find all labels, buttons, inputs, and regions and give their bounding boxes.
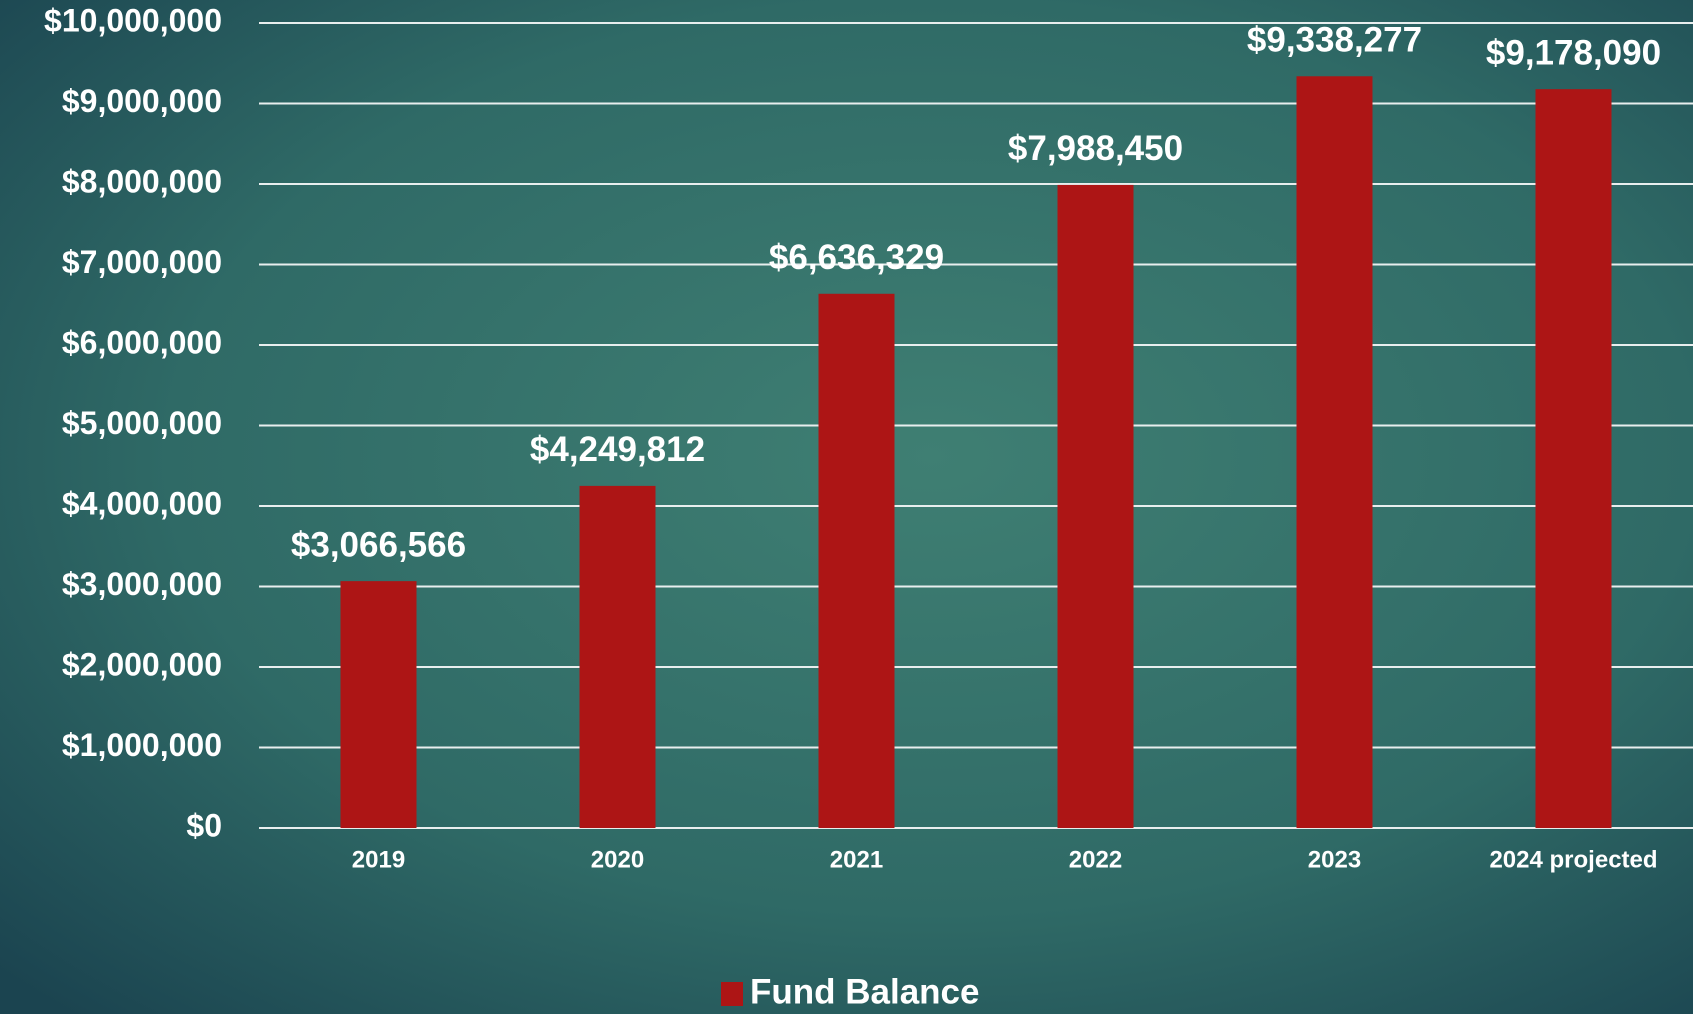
bar	[1296, 76, 1373, 829]
data-label: $9,338,277	[1247, 21, 1422, 60]
bar	[340, 581, 417, 828]
data-label: $9,178,090	[1486, 33, 1661, 72]
data-label: $7,988,450	[1008, 129, 1183, 168]
bar	[579, 485, 656, 828]
x-tick-label: 2022	[1069, 846, 1122, 873]
y-tick-label: $7,000,000	[62, 244, 222, 280]
legend-label: Fund Balance	[750, 972, 979, 1011]
data-label: $3,066,566	[291, 525, 466, 564]
y-tick-label: $0	[186, 807, 222, 843]
bar	[1535, 89, 1612, 828]
data-label: $4,249,812	[530, 430, 705, 469]
data-label: $6,636,329	[769, 238, 944, 277]
x-tick-label: 2023	[1308, 846, 1361, 873]
bar	[818, 293, 895, 828]
x-tick-label: 2019	[352, 846, 405, 873]
x-tick-label: 2021	[830, 846, 883, 873]
bar	[1057, 184, 1134, 828]
y-tick-label: $9,000,000	[62, 83, 222, 119]
y-tick-label: $10,000,000	[44, 2, 222, 38]
y-tick-label: $2,000,000	[62, 646, 222, 682]
legend-swatch	[721, 982, 743, 1006]
y-tick-label: $6,000,000	[62, 324, 222, 360]
x-tick-label: 2020	[591, 846, 644, 873]
x-tick-label: 2024 projected	[1489, 846, 1657, 873]
y-tick-label: $3,000,000	[62, 566, 222, 602]
y-tick-label: $5,000,000	[62, 405, 222, 441]
y-tick-label: $4,000,000	[62, 485, 222, 521]
y-tick-label: $8,000,000	[62, 163, 222, 199]
y-tick-label: $1,000,000	[62, 727, 222, 763]
